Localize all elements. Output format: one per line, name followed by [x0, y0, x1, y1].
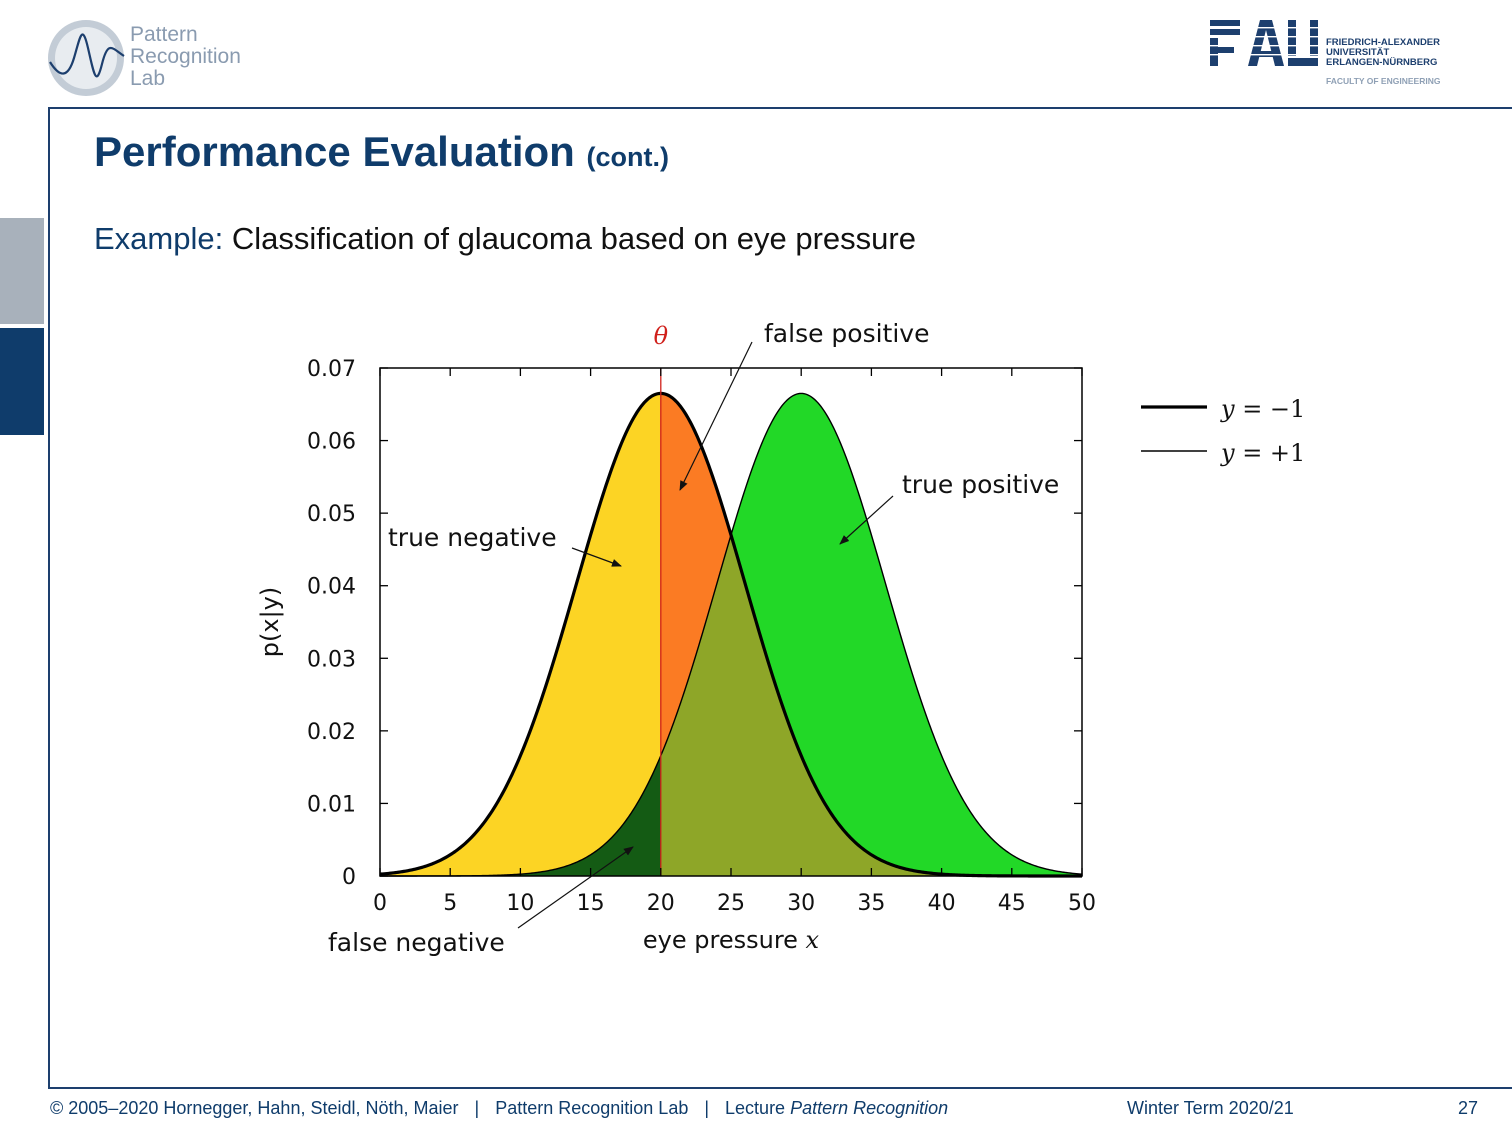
- x-tick-label: 35: [857, 891, 885, 916]
- annotation-false-negative-label: false negative: [328, 928, 505, 957]
- x-axis-title: eye pressure x: [643, 926, 820, 954]
- x-tick-label: 0: [373, 891, 387, 916]
- annotation-false-positive-label: false positive: [764, 319, 929, 348]
- legend-entry: y = −1: [1220, 395, 1305, 423]
- chart-axes: 0 5 10 15 20 25 30 35 40 45 50 0 0.01 0.02 0.03 0.04 0.0…: [256, 322, 1096, 954]
- annotation-true-positive-arrow: [839, 495, 894, 545]
- x-axis-variable: x: [806, 926, 820, 954]
- threshold-label: θ: [654, 322, 669, 350]
- section-tab-active[interactable]: [0, 328, 44, 435]
- annotation-true-negative-label: true negative: [388, 523, 557, 552]
- annotation-false-positive-arrow: [679, 341, 753, 491]
- x-tick-label: 25: [717, 891, 745, 916]
- x-tick-label: 40: [928, 891, 956, 916]
- y-tick-label: 0.01: [307, 792, 356, 817]
- fau-wordmark-icon: [1208, 20, 1320, 66]
- section-tab-inactive[interactable]: [0, 218, 44, 324]
- y-tick-label: 0: [342, 865, 356, 890]
- chart-annotations: true negative false positive true positive…: [328, 319, 1059, 957]
- lab-logo-icon: [48, 20, 125, 96]
- footer-separator: |: [704, 1098, 710, 1118]
- x-tick-label: 50: [1068, 891, 1096, 916]
- y-tick-label: 0.05: [307, 502, 356, 527]
- footer-left: © 2005–2020 Hornegger, Hahn, Steidl, Nöt…: [50, 1098, 948, 1119]
- x-tick-label: 5: [443, 891, 457, 916]
- region-true-positive: [660, 393, 1082, 876]
- lab-logo-line: Recognition: [130, 45, 241, 68]
- footer-lecture-prefix: Lecture: [725, 1098, 786, 1118]
- x-tick-label: 45: [998, 891, 1026, 916]
- region-false-negative: [380, 755, 661, 876]
- legend-value: = −1: [1235, 395, 1306, 423]
- y-tick-label: 0.07: [307, 357, 356, 382]
- footer-term: Winter Term 2020/21: [1127, 1098, 1294, 1118]
- lab-logo-line: Lab: [130, 67, 166, 90]
- footer-copyright: © 2005–2020 Hornegger, Hahn, Steidl, Nöt…: [50, 1098, 459, 1118]
- annotation-true-negative-arrow: [571, 547, 622, 567]
- footer-lab: Pattern Recognition Lab: [495, 1098, 689, 1118]
- title-suffix: (cont.): [586, 142, 669, 172]
- legend-variable: y: [1220, 439, 1235, 467]
- x-tick-label: 30: [787, 891, 815, 916]
- page-number: 27: [1458, 1098, 1479, 1118]
- footer-separator: |: [474, 1098, 480, 1118]
- legend-variable: y: [1220, 395, 1235, 423]
- footer-lecture-name: Pattern Recognition: [790, 1098, 949, 1118]
- pattern-recognition-lab-logo: Pattern Recognition Lab: [46, 18, 286, 102]
- annotation-false-negative-arrow: [517, 846, 634, 929]
- subtitle-label: Example:: [94, 221, 224, 256]
- y-tick-label: 0.03: [307, 647, 356, 672]
- frame-top-rule: [48, 107, 1512, 109]
- x-tick-label: 10: [506, 891, 534, 916]
- page-title: Performance Evaluation (cont.): [94, 128, 669, 176]
- region-true-negative: [380, 393, 661, 876]
- lab-logo-line: Pattern: [130, 23, 198, 46]
- university-line: FRIEDRICH-ALEXANDER: [1326, 37, 1440, 48]
- y-axis-title: p(x|y): [256, 587, 284, 657]
- subtitle-text: Classification of glaucoma based on eye …: [231, 221, 916, 256]
- faculty-name: FACULTY OF ENGINEERING: [1326, 76, 1441, 86]
- legend-entry: y = +1: [1220, 439, 1305, 467]
- frame-left-rule: [48, 107, 50, 1089]
- fau-university-name: FRIEDRICH-ALEXANDER UNIVERSITÄT ERLANGEN…: [1326, 38, 1440, 68]
- frame-bottom-rule: [48, 1087, 1512, 1089]
- lab-logo-text: Pattern Recognition Lab: [130, 24, 241, 90]
- x-tick-label: 15: [577, 891, 605, 916]
- university-line: ERLANGEN-NÜRNBERG: [1326, 57, 1438, 68]
- fau-logo: FRIEDRICH-ALEXANDER UNIVERSITÄT ERLANGEN…: [1208, 18, 1468, 90]
- slide-subtitle: Example: Classification of glaucoma base…: [94, 221, 916, 257]
- title-main: Performance Evaluation: [94, 128, 575, 175]
- region-overlap: [660, 534, 1082, 876]
- x-tick-label: 20: [647, 891, 675, 916]
- y-tick-label: 0.02: [307, 720, 356, 745]
- chart-legend: y = −1y = +1: [1141, 395, 1305, 467]
- y-tick-label: 0.06: [307, 430, 356, 455]
- y-tick-label: 0.04: [307, 575, 356, 600]
- annotation-true-positive-label: true positive: [902, 470, 1059, 499]
- shaded-regions: [380, 393, 1082, 876]
- legend-value: = +1: [1235, 439, 1306, 467]
- university-line: UNIVERSITÄT: [1326, 47, 1390, 58]
